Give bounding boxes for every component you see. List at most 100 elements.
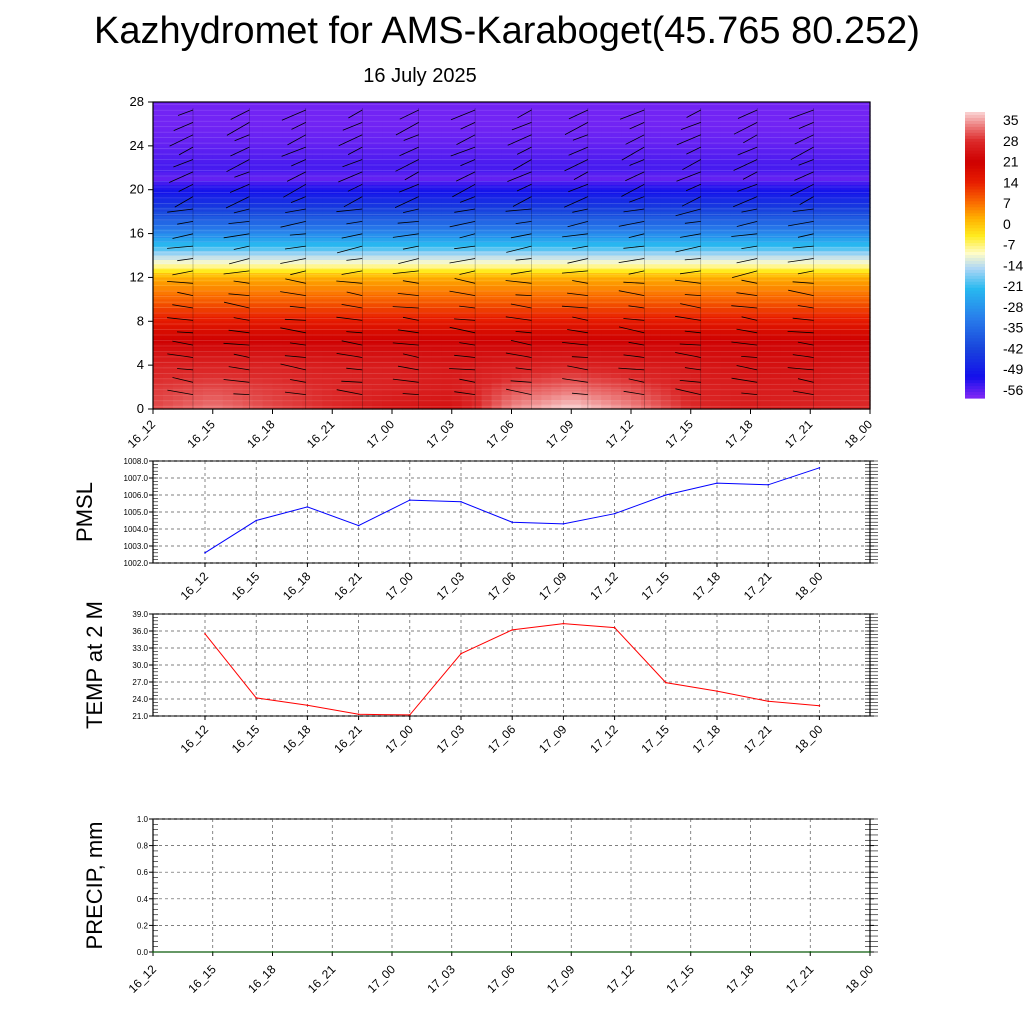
heat-cell xyxy=(272,106,284,112)
heat-cell xyxy=(401,128,413,134)
heat-cell xyxy=(581,150,592,156)
heat-cell xyxy=(461,115,473,121)
heat-cell xyxy=(451,180,463,186)
heat-cell xyxy=(700,373,712,379)
heat-cell xyxy=(690,356,702,362)
heat-cell xyxy=(810,264,821,270)
heat-cell xyxy=(531,338,542,344)
heat-cell xyxy=(153,233,164,239)
heat-cell xyxy=(431,365,443,371)
heat-cell xyxy=(411,185,423,191)
heat-cell xyxy=(292,316,303,322)
heat-cell xyxy=(730,391,742,397)
heat-cell xyxy=(650,325,662,331)
heat-cell xyxy=(421,154,433,160)
heat-cell xyxy=(670,233,682,239)
heat-cell xyxy=(541,299,552,305)
heat-cell xyxy=(611,259,622,265)
heat-cell xyxy=(262,395,274,401)
heat-cell xyxy=(222,123,234,129)
heat-cell xyxy=(820,207,831,213)
heat-cell xyxy=(720,237,732,243)
heat-cell xyxy=(431,382,443,388)
heat-cell xyxy=(501,334,513,340)
heat-cell xyxy=(382,224,393,230)
heat-cell xyxy=(611,378,622,384)
heat-cell xyxy=(830,167,841,173)
heat-cell xyxy=(451,334,463,340)
heat-cell xyxy=(840,264,851,270)
heat-cell xyxy=(162,365,174,371)
heat-cell xyxy=(541,141,552,147)
heat-cell xyxy=(820,365,831,371)
heat-cell xyxy=(670,141,682,147)
heat-cell xyxy=(392,395,403,401)
heat-cell xyxy=(770,356,781,362)
heat-cell xyxy=(840,172,851,178)
heat-cell xyxy=(810,128,821,134)
heat-cell xyxy=(621,325,632,331)
heat-cell xyxy=(680,316,692,322)
heat-cell xyxy=(421,128,433,134)
heat-cell xyxy=(760,316,772,322)
heat-cell xyxy=(531,316,542,322)
heat-cell xyxy=(411,167,423,173)
heat-cell xyxy=(332,347,343,353)
heat-cell xyxy=(162,382,174,388)
heat-cell xyxy=(840,378,851,384)
heat-cell xyxy=(401,251,413,257)
heat-cell xyxy=(352,194,363,200)
heat-cell xyxy=(491,281,503,287)
heat-cell xyxy=(650,110,662,116)
heat-cell xyxy=(541,154,552,160)
heat-cell xyxy=(342,273,353,279)
heat-cell xyxy=(252,400,264,406)
heat-cell xyxy=(511,194,523,200)
heat-cell xyxy=(431,216,443,222)
heat-cell xyxy=(840,360,851,366)
heat-cell xyxy=(650,123,662,129)
heat-cell xyxy=(810,251,821,257)
heat-cell xyxy=(541,176,552,182)
heat-cell xyxy=(551,224,562,230)
heat-cell xyxy=(760,259,772,265)
heat-cell xyxy=(650,264,662,270)
heat-cell xyxy=(362,308,373,314)
heat-cell xyxy=(670,325,682,331)
heat-cell xyxy=(302,229,313,235)
heat-cell xyxy=(840,391,851,397)
heat-cell xyxy=(332,137,343,143)
heat-cell xyxy=(501,312,513,318)
heat-cell xyxy=(541,268,552,274)
heat-cell xyxy=(660,207,672,213)
heat-cell xyxy=(392,356,403,362)
heat-cell xyxy=(282,137,294,143)
heat-cell xyxy=(591,246,602,252)
heat-cell xyxy=(710,115,722,121)
heat-cell xyxy=(790,233,801,239)
heat-cell xyxy=(770,316,781,322)
heat-cell xyxy=(551,273,562,279)
heat-cell xyxy=(551,264,562,270)
heat-cell xyxy=(401,180,413,186)
heat-cell xyxy=(631,308,642,314)
heat-cell xyxy=(730,207,742,213)
heat-cell xyxy=(700,202,712,208)
heat-cell xyxy=(521,303,533,309)
heat-cell xyxy=(312,233,323,239)
heat-cell xyxy=(272,255,284,261)
heat-cell xyxy=(621,224,632,230)
heat-cell xyxy=(322,277,333,283)
heat-cell xyxy=(720,128,732,134)
heat-cell xyxy=(780,312,791,318)
heat-cell xyxy=(571,163,582,169)
heat-cell xyxy=(491,229,503,235)
heat-cell xyxy=(670,176,682,182)
heat-cell xyxy=(252,325,264,331)
heat-cell xyxy=(252,128,264,134)
heat-cell xyxy=(481,387,493,393)
heat-cell xyxy=(521,141,533,147)
heat-cell xyxy=(212,360,224,366)
heat-cell xyxy=(830,115,841,121)
heat-cell xyxy=(382,294,393,300)
